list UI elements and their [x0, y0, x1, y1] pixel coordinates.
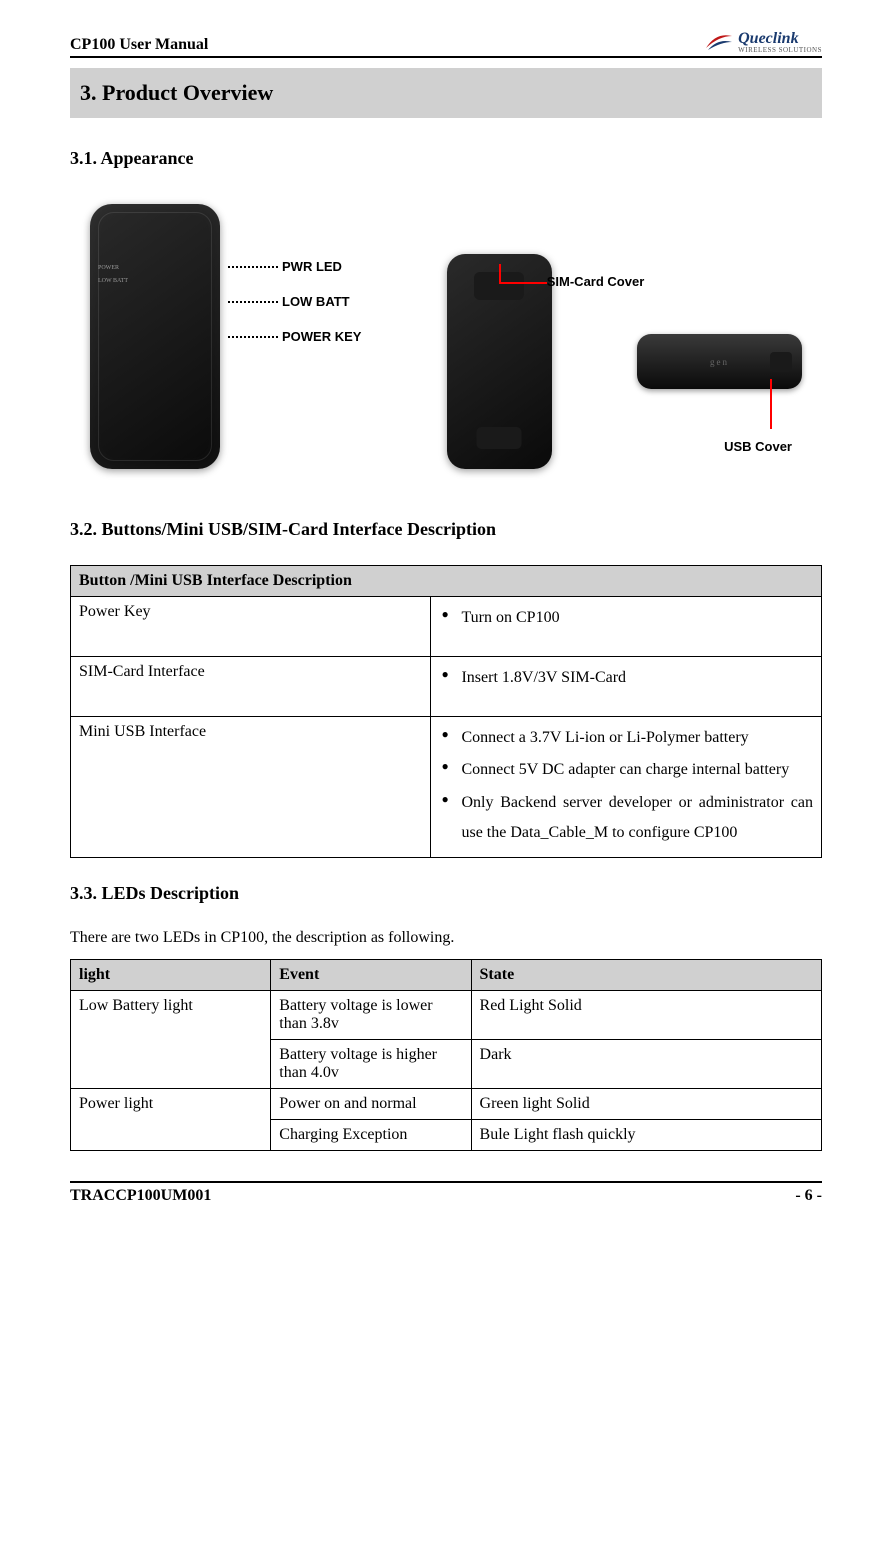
logo-main: Queclink — [738, 31, 822, 47]
device-side-icon: gen — [637, 334, 802, 389]
led-lowbatt-text: LOW BATT — [98, 275, 128, 288]
led-light-cell: Low Battery light — [71, 990, 271, 1088]
device-back-icon — [447, 254, 552, 469]
usb-callout-line — [770, 379, 772, 429]
list-item: Insert 1.8V/3V SIM-Card — [439, 663, 813, 693]
footer-docid: TRACCP100UM001 — [70, 1187, 211, 1205]
led-intro-text: There are two LEDs in CP100, the descrip… — [70, 929, 822, 947]
logo: Queclink WIRELESS SOLUTIONS — [704, 30, 822, 54]
interface-name-cell: SIM-Card Interface — [71, 657, 431, 717]
device-back-group: SIM-Card Cover — [447, 204, 552, 469]
label-pwrled-text: PWR LED — [282, 259, 342, 274]
led-event-cell: Battery voltage is higher than 4.0v — [271, 1039, 471, 1088]
dotted-line-icon — [228, 266, 278, 268]
label-lowbatt: LOW BATT — [228, 294, 361, 309]
appearance-figure: POWER LOW BATT PWR LED LOW BATT POWER KE… — [70, 194, 822, 489]
led-table: light Event State Low Battery lightBatte… — [70, 959, 822, 1151]
interface-desc-cell: Connect a 3.7V Li-ion or Li-Polymer batt… — [431, 717, 822, 858]
doc-title: CP100 User Manual — [70, 36, 208, 54]
table-header-row: Button /Mini USB Interface Description — [71, 566, 822, 597]
footer-page: - 6 - — [795, 1187, 822, 1205]
dotted-line-icon — [228, 301, 278, 303]
section-title-bar: 3. Product Overview — [70, 68, 822, 118]
interface-table: Button /Mini USB Interface Description P… — [70, 565, 822, 858]
led-state-cell: Bule Light flash quickly — [471, 1119, 821, 1150]
bottom-slot-icon — [477, 427, 522, 449]
table-row: Low Battery lightBattery voltage is lowe… — [71, 990, 822, 1039]
led-state-cell: Green light Solid — [471, 1088, 821, 1119]
table-row: Power Key Turn on CP100 — [71, 597, 822, 657]
list-item: Connect a 3.7V Li-ion or Li-Polymer batt… — [439, 723, 813, 753]
interface-desc-cell: Turn on CP100 — [431, 597, 822, 657]
table-row: Mini USB Interface Connect a 3.7V Li-ion … — [71, 717, 822, 858]
section-title: 3. Product Overview — [80, 80, 812, 106]
label-powerkey-text: POWER KEY — [282, 329, 361, 344]
interface-desc-cell: Insert 1.8V/3V SIM-Card — [431, 657, 822, 717]
list-item: Only Backend server developer or adminis… — [439, 788, 813, 849]
page-header: CP100 User Manual Queclink WIRELESS SOLU… — [70, 30, 822, 58]
led-th-event: Event — [271, 959, 471, 990]
led-th-light: light — [71, 959, 271, 990]
device-led-labels: POWER LOW BATT — [98, 262, 128, 288]
device-front-icon: POWER LOW BATT — [90, 204, 220, 469]
led-event-cell: Battery voltage is lower than 3.8v — [271, 990, 471, 1039]
device-side-group: gen USB Cover — [637, 204, 802, 454]
subsection-leds: 3.3. LEDs Description — [70, 883, 822, 904]
device-front-group: POWER LOW BATT PWR LED LOW BATT POWER KE… — [90, 204, 361, 469]
led-power-text: POWER — [98, 262, 128, 275]
side-brand-text: gen — [710, 357, 729, 367]
led-table-header-row: light Event State — [71, 959, 822, 990]
page-footer: TRACCP100UM001 - 6 - — [70, 1181, 822, 1205]
led-th-state: State — [471, 959, 821, 990]
interface-table-header: Button /Mini USB Interface Description — [71, 566, 822, 597]
table-row: Power lightPower on and normalGreen ligh… — [71, 1088, 822, 1119]
sim-label: SIM-Card Cover — [547, 274, 645, 289]
label-lowbatt-text: LOW BATT — [282, 294, 350, 309]
label-pwrled: PWR LED — [228, 259, 361, 274]
sim-callout-line — [499, 282, 547, 284]
logo-swoosh-icon — [704, 30, 734, 54]
led-state-cell: Dark — [471, 1039, 821, 1088]
front-labels: PWR LED LOW BATT POWER KEY — [228, 204, 361, 344]
logo-sub: WIRELESS SOLUTIONS — [738, 47, 822, 54]
usb-port-icon — [770, 352, 792, 372]
interface-name-cell: Mini USB Interface — [71, 717, 431, 858]
led-event-cell: Charging Exception — [271, 1119, 471, 1150]
led-state-cell: Red Light Solid — [471, 990, 821, 1039]
subsection-interface: 3.2. Buttons/Mini USB/SIM-Card Interface… — [70, 519, 822, 540]
list-item: Turn on CP100 — [439, 603, 813, 633]
led-light-cell: Power light — [71, 1088, 271, 1150]
usb-label: USB Cover — [724, 439, 792, 454]
interface-name-cell: Power Key — [71, 597, 431, 657]
dotted-line-icon — [228, 336, 278, 338]
logo-text: Queclink WIRELESS SOLUTIONS — [738, 31, 822, 54]
label-powerkey: POWER KEY — [228, 329, 361, 344]
list-item: Connect 5V DC adapter can charge interna… — [439, 755, 813, 785]
led-event-cell: Power on and normal — [271, 1088, 471, 1119]
subsection-appearance: 3.1. Appearance — [70, 148, 822, 169]
table-row: SIM-Card Interface Insert 1.8V/3V SIM-Car… — [71, 657, 822, 717]
